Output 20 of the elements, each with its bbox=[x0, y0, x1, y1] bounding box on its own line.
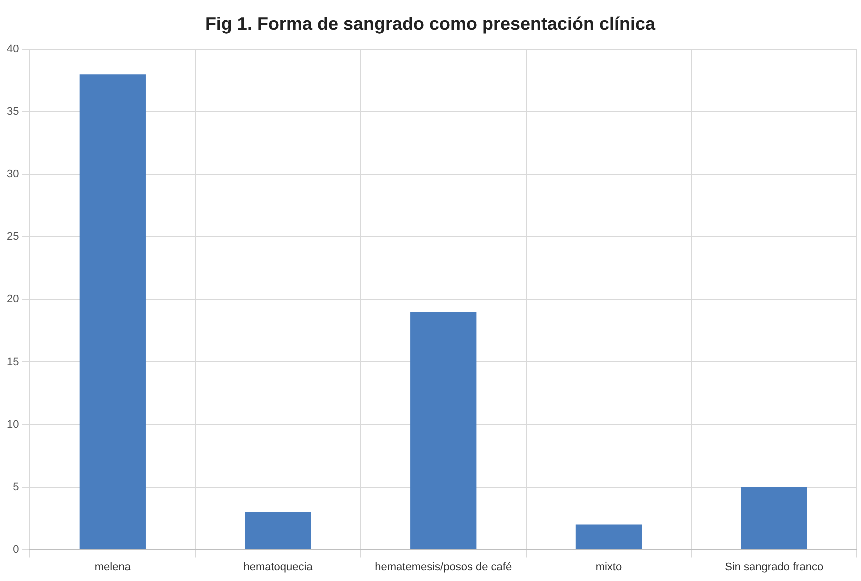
bar bbox=[80, 74, 146, 550]
y-tick-label: 10 bbox=[6, 418, 20, 431]
chart-title: Fig 1. Forma de sangrado como presentación clínica bbox=[204, 14, 657, 35]
bar bbox=[245, 512, 312, 550]
bar bbox=[576, 524, 642, 550]
y-tick-label: 35 bbox=[6, 106, 20, 118]
x-tick-label: hematoquecia bbox=[244, 561, 314, 574]
x-tick-label: Sin sangrado franco bbox=[725, 561, 824, 574]
bar bbox=[741, 487, 808, 550]
bar bbox=[410, 312, 477, 550]
y-tick-label: 0 bbox=[13, 544, 20, 556]
y-tick-label: 20 bbox=[6, 294, 20, 306]
x-tick-label: melena bbox=[94, 561, 132, 574]
y-tick-label: 5 bbox=[13, 481, 20, 494]
y-tick-label: 15 bbox=[6, 356, 20, 368]
y-tick-label: 30 bbox=[6, 168, 20, 181]
y-tick-label: 40 bbox=[6, 44, 20, 56]
x-tick-label: mixto bbox=[596, 561, 622, 574]
y-tick-label: 25 bbox=[6, 231, 20, 244]
x-tick-label: hematemesis/posos de café bbox=[375, 561, 512, 574]
